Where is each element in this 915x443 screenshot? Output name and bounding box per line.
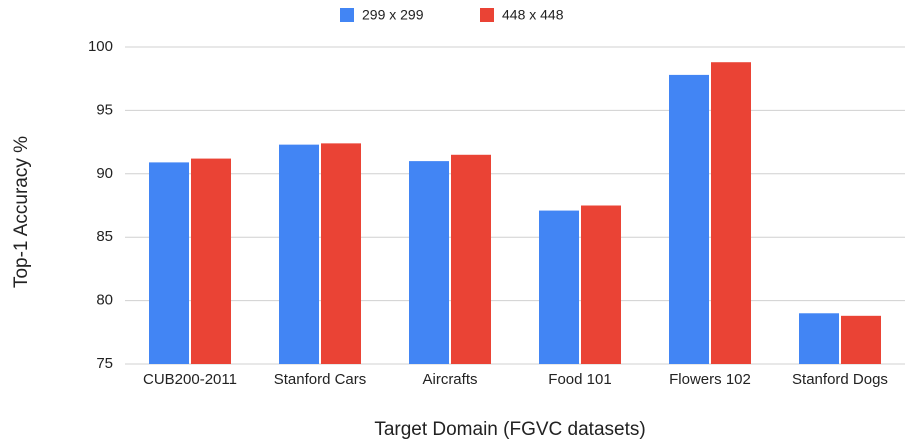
x-tick-label: Flowers 102 (669, 371, 751, 388)
x-axis-title: Target Domain (FGVC datasets) (374, 419, 645, 440)
bar (539, 210, 579, 364)
bar (669, 74, 709, 365)
bar (191, 158, 231, 364)
y-tick-label: 80 (96, 292, 113, 309)
bar (451, 154, 491, 364)
bar (841, 315, 881, 364)
bar (279, 144, 319, 364)
y-axis-title: Top-1 Accuracy % (11, 136, 32, 288)
y-tick-label: 95 (96, 101, 113, 118)
bar (799, 313, 839, 364)
bar (321, 143, 361, 364)
bar (581, 205, 621, 364)
bar (409, 161, 449, 364)
bar (711, 62, 751, 364)
legend-swatch (340, 8, 354, 22)
x-tick-label: Stanford Dogs (792, 371, 888, 388)
y-tick-label: 90 (96, 165, 113, 182)
legend-label: 448 x 448 (502, 7, 564, 23)
x-tick-label: Food 101 (548, 371, 611, 388)
legend-swatch (480, 8, 494, 22)
y-tick-label: 85 (96, 228, 113, 245)
y-tick-label: 100 (88, 38, 113, 55)
y-tick-label: 75 (96, 355, 113, 372)
bar (149, 162, 189, 364)
x-tick-label: Stanford Cars (274, 371, 367, 388)
x-tick-label: CUB200-2011 (143, 371, 237, 388)
legend-label: 299 x 299 (362, 7, 424, 23)
x-tick-label: Aircrafts (422, 371, 477, 388)
